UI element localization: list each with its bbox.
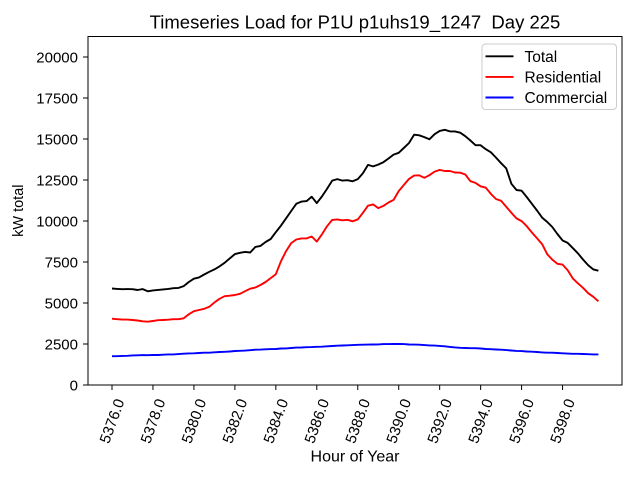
svg-text:Total: Total bbox=[525, 49, 558, 66]
svg-text:7500: 7500 bbox=[45, 254, 78, 271]
svg-text:12500: 12500 bbox=[36, 172, 78, 189]
svg-text:17500: 17500 bbox=[36, 90, 78, 107]
svg-text:10000: 10000 bbox=[36, 213, 78, 230]
svg-text:0: 0 bbox=[70, 377, 78, 394]
svg-text:kW total: kW total bbox=[11, 185, 27, 237]
svg-text:15000: 15000 bbox=[36, 131, 78, 148]
svg-text:20000: 20000 bbox=[36, 49, 78, 66]
svg-text:Timeseries Load for P1U p1uhs1: Timeseries Load for P1U p1uhs19_1247 Day… bbox=[150, 12, 561, 34]
svg-text:5000: 5000 bbox=[45, 295, 78, 312]
svg-text:2500: 2500 bbox=[45, 336, 78, 353]
svg-text:Commercial: Commercial bbox=[525, 90, 608, 107]
svg-text:Residential: Residential bbox=[525, 70, 602, 87]
svg-text:Hour of Year: Hour of Year bbox=[311, 449, 401, 466]
